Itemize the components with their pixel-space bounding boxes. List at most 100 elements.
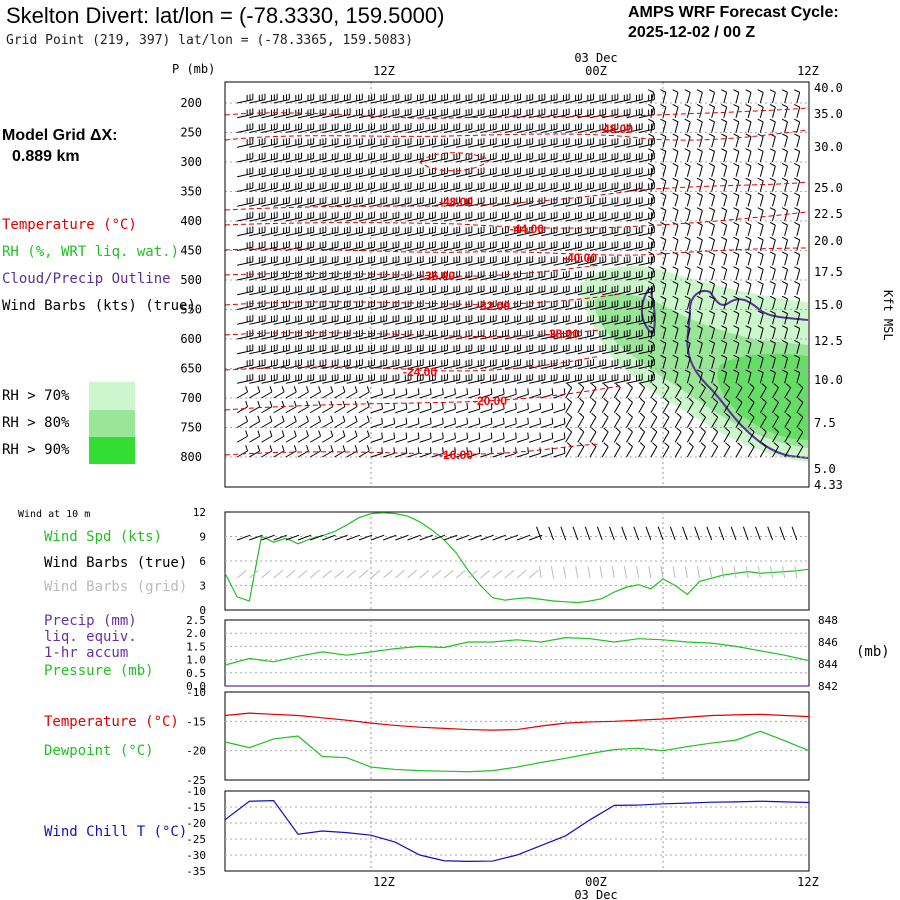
wind-barb [249,359,266,369]
wind-barb [660,177,667,192]
wind-barb [757,207,764,222]
wind-barb [745,103,752,118]
wind-barb [565,226,582,237]
wind-barb [684,325,691,340]
wind-barb [614,255,631,266]
legend-rh90: RH > 90% [2,442,70,458]
wind-barb [249,226,266,237]
wind-barb-flag [794,133,800,138]
wind-barb [757,295,764,310]
wind-barb [553,432,566,443]
wind-barb [249,167,266,178]
wind-barb-shaft [346,435,358,443]
wind-barb-flag [591,427,597,433]
wind-barb [708,103,715,118]
wind-10m-label: Wind at 10 m [18,509,91,520]
wind-barb [480,314,497,325]
wind-barb [602,123,619,133]
wind-barb [370,300,388,310]
wind-barb [577,226,594,237]
wind-barb-shaft [577,431,585,443]
wind-barb [468,359,485,369]
wind-barb [529,152,546,163]
wind-barb-shaft [759,254,764,266]
wind-barb [672,118,679,133]
wind-barb [504,373,521,384]
wind-barb-flag [672,339,679,344]
wind-barb-shaft [796,269,801,281]
wind-barb [553,255,570,266]
wind-barb-shaft [565,446,573,458]
wind-barb [358,196,375,207]
wind-barb-shaft [638,431,646,443]
wind-barb [781,162,788,177]
wind-barb-shaft [796,298,801,310]
wind-barb [285,285,302,296]
wind-barb-shaft [443,423,456,428]
wind-barb [745,266,752,281]
wind-barb [699,427,706,443]
wind-barb [480,344,497,355]
wind-barb-flag [527,432,529,439]
wind-barb-flag [648,339,654,344]
wind-barb [431,226,448,237]
wind-barb-shaft [735,195,740,207]
wind-barb-shaft [796,106,801,118]
wind-barb-flag [757,236,764,241]
wind-barb [334,285,351,296]
wind-barb [443,137,461,148]
wind-barb [261,226,278,237]
wind-barb-shaft [261,450,273,458]
wind-barb [237,344,254,355]
wind-barb [443,167,461,178]
wind-barb-shaft [759,328,764,340]
wind-barb-shaft [674,239,679,251]
wind-barb [577,442,585,458]
wind-barb [334,123,351,133]
wind-barb [769,192,776,207]
wind-barb [383,344,400,355]
wind-barb [504,226,521,237]
wind-barb-flag [745,251,752,256]
legend-liq-equiv: liq. equiv. [44,629,137,645]
wind-barb-shaft [456,393,468,399]
wind-barb [261,152,278,163]
wind-barb [541,255,558,266]
wind-barb-shaft [723,446,731,458]
wind-barb-shaft [541,438,553,443]
wind-barb-flag [648,236,654,241]
wind-barb [237,329,254,340]
wind-barb [684,266,691,281]
wind-barb-flag [405,417,408,424]
wind-barb-shaft [601,402,609,414]
wind-barb [358,445,370,458]
wind-barb-shaft [723,342,728,354]
wind-barb-flag [745,192,752,197]
wind-barb-shaft [796,239,801,251]
wind-barb [553,196,570,207]
wind-barb [383,226,400,237]
wind-barb-shaft [662,239,667,251]
wind-barb [346,241,363,251]
wind-barb-flag [794,266,800,270]
wind-barb [516,417,529,428]
height-tick-8: 12.5 [814,334,843,348]
wind-barb [577,167,594,178]
wind-barb-shaft [711,313,715,325]
upper-wind-barbs [236,89,804,458]
wind-barb [516,388,529,399]
wind-barb-flag [672,133,679,138]
wind-barb-flag [676,412,682,418]
wind-barb [516,373,534,384]
wind-barb [273,123,290,133]
wind-barb-shaft [565,416,573,428]
wind-barb [358,241,375,251]
wind-barb [602,329,619,340]
wind-barb [236,430,249,443]
wind-barb [395,344,412,355]
wind-barb [468,167,485,178]
wind-barb [407,152,424,163]
wind-barb-flag [342,400,346,407]
wind-barb-shaft [699,431,706,443]
